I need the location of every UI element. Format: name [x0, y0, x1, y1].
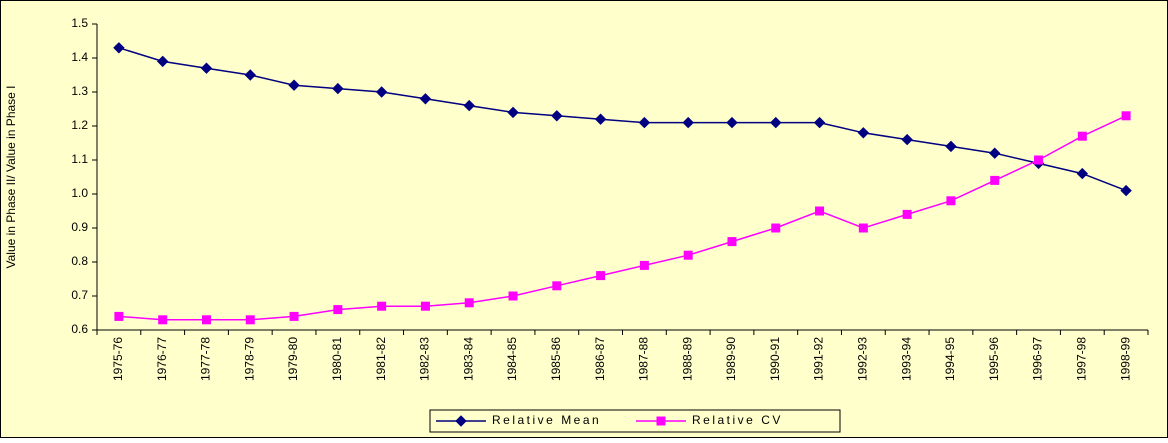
point: [638, 116, 651, 129]
point: [902, 209, 912, 219]
x-tick-label: 1987-88: [637, 337, 651, 381]
x-tick-label: 1997-98: [1074, 337, 1088, 381]
x-tick-label: 1976-77: [155, 337, 169, 381]
point: [990, 175, 1000, 185]
point: [420, 301, 430, 311]
point: [156, 55, 169, 68]
x-tick-label: 1983-84: [461, 337, 475, 381]
legend-marker: [656, 416, 666, 426]
y-tick-label: 0.9: [71, 220, 88, 234]
point: [377, 301, 387, 311]
point: [114, 311, 124, 321]
series-line: [118, 115, 1127, 321]
point: [989, 147, 1001, 159]
x-tick-label: 1991-92: [812, 337, 826, 381]
point: [596, 271, 606, 281]
point: [419, 93, 432, 105]
y-tick-label: 0.6: [71, 322, 88, 336]
x-tick-label: 1992-93: [856, 337, 870, 381]
x-tick-label: 1978-79: [242, 337, 256, 381]
x-tick-label: 1993-94: [899, 337, 913, 381]
point: [683, 250, 693, 260]
x-tick-label: 1998-99: [1118, 337, 1132, 381]
point: [858, 223, 868, 233]
x-tick-label: 1986-87: [593, 337, 607, 381]
y-tick-label: 1.0: [71, 186, 88, 200]
point: [1076, 167, 1089, 180]
point: [551, 110, 563, 122]
x-tick-label: 1994-95: [943, 337, 957, 381]
point: [945, 140, 957, 153]
point: [158, 315, 168, 325]
y-axis-label: Value in Phase II/ Value in Phase I: [4, 85, 18, 268]
point: [639, 260, 649, 270]
x-tick-label: 1989-90: [724, 337, 738, 381]
x-tick-label: 1975-76: [111, 337, 125, 381]
point: [682, 116, 694, 129]
x-tick-label: 1982-83: [418, 337, 432, 381]
point: [375, 86, 388, 98]
point: [857, 127, 870, 139]
legend-label: Relative Mean: [492, 413, 601, 427]
x-tick-label: 1981-82: [374, 337, 388, 381]
point: [508, 291, 518, 301]
point: [727, 237, 737, 247]
legend-label: Relative CV: [692, 413, 783, 427]
x-tick-label: 1977-78: [199, 337, 213, 381]
point: [901, 133, 913, 146]
point: [201, 315, 211, 325]
x-tick-label: 1979-80: [286, 337, 300, 381]
point: [200, 62, 213, 74]
y-tick-label: 1.3: [71, 84, 88, 98]
y-tick-label: 0.8: [71, 254, 88, 268]
point: [946, 196, 956, 206]
point: [464, 298, 474, 308]
x-tick-label: 1984-85: [505, 337, 519, 381]
x-tick-label: 1996-97: [1031, 337, 1045, 381]
point: [288, 79, 300, 91]
point: [333, 305, 343, 315]
point: [463, 99, 475, 112]
y-tick-label: 1.1: [71, 152, 88, 166]
point: [507, 106, 519, 119]
point: [815, 206, 825, 216]
point: [770, 116, 782, 129]
point: [1120, 184, 1132, 197]
point: [771, 223, 781, 233]
point: [1077, 131, 1087, 141]
point: [1121, 111, 1131, 121]
x-tick-label: 1995-96: [987, 337, 1001, 381]
y-tick-label: 1.5: [71, 16, 88, 30]
y-tick-label: 1.4: [71, 50, 88, 64]
x-tick-label: 1980-81: [330, 337, 344, 381]
series-line: [118, 47, 1127, 192]
x-tick-label: 1988-89: [680, 337, 694, 381]
point: [244, 69, 256, 81]
y-tick-label: 1.2: [71, 118, 88, 132]
point: [113, 42, 125, 54]
point: [245, 315, 255, 325]
legend-marker: [455, 415, 467, 427]
point: [332, 82, 344, 95]
point: [552, 281, 562, 291]
point: [726, 116, 738, 129]
y-tick-label: 0.7: [71, 288, 88, 302]
legend: [429, 409, 841, 433]
point: [813, 116, 826, 129]
x-tick-label: 1985-86: [549, 337, 563, 381]
point: [1034, 155, 1044, 165]
point: [594, 113, 607, 125]
point: [289, 311, 299, 321]
x-tick-label: 1990-91: [768, 337, 782, 381]
